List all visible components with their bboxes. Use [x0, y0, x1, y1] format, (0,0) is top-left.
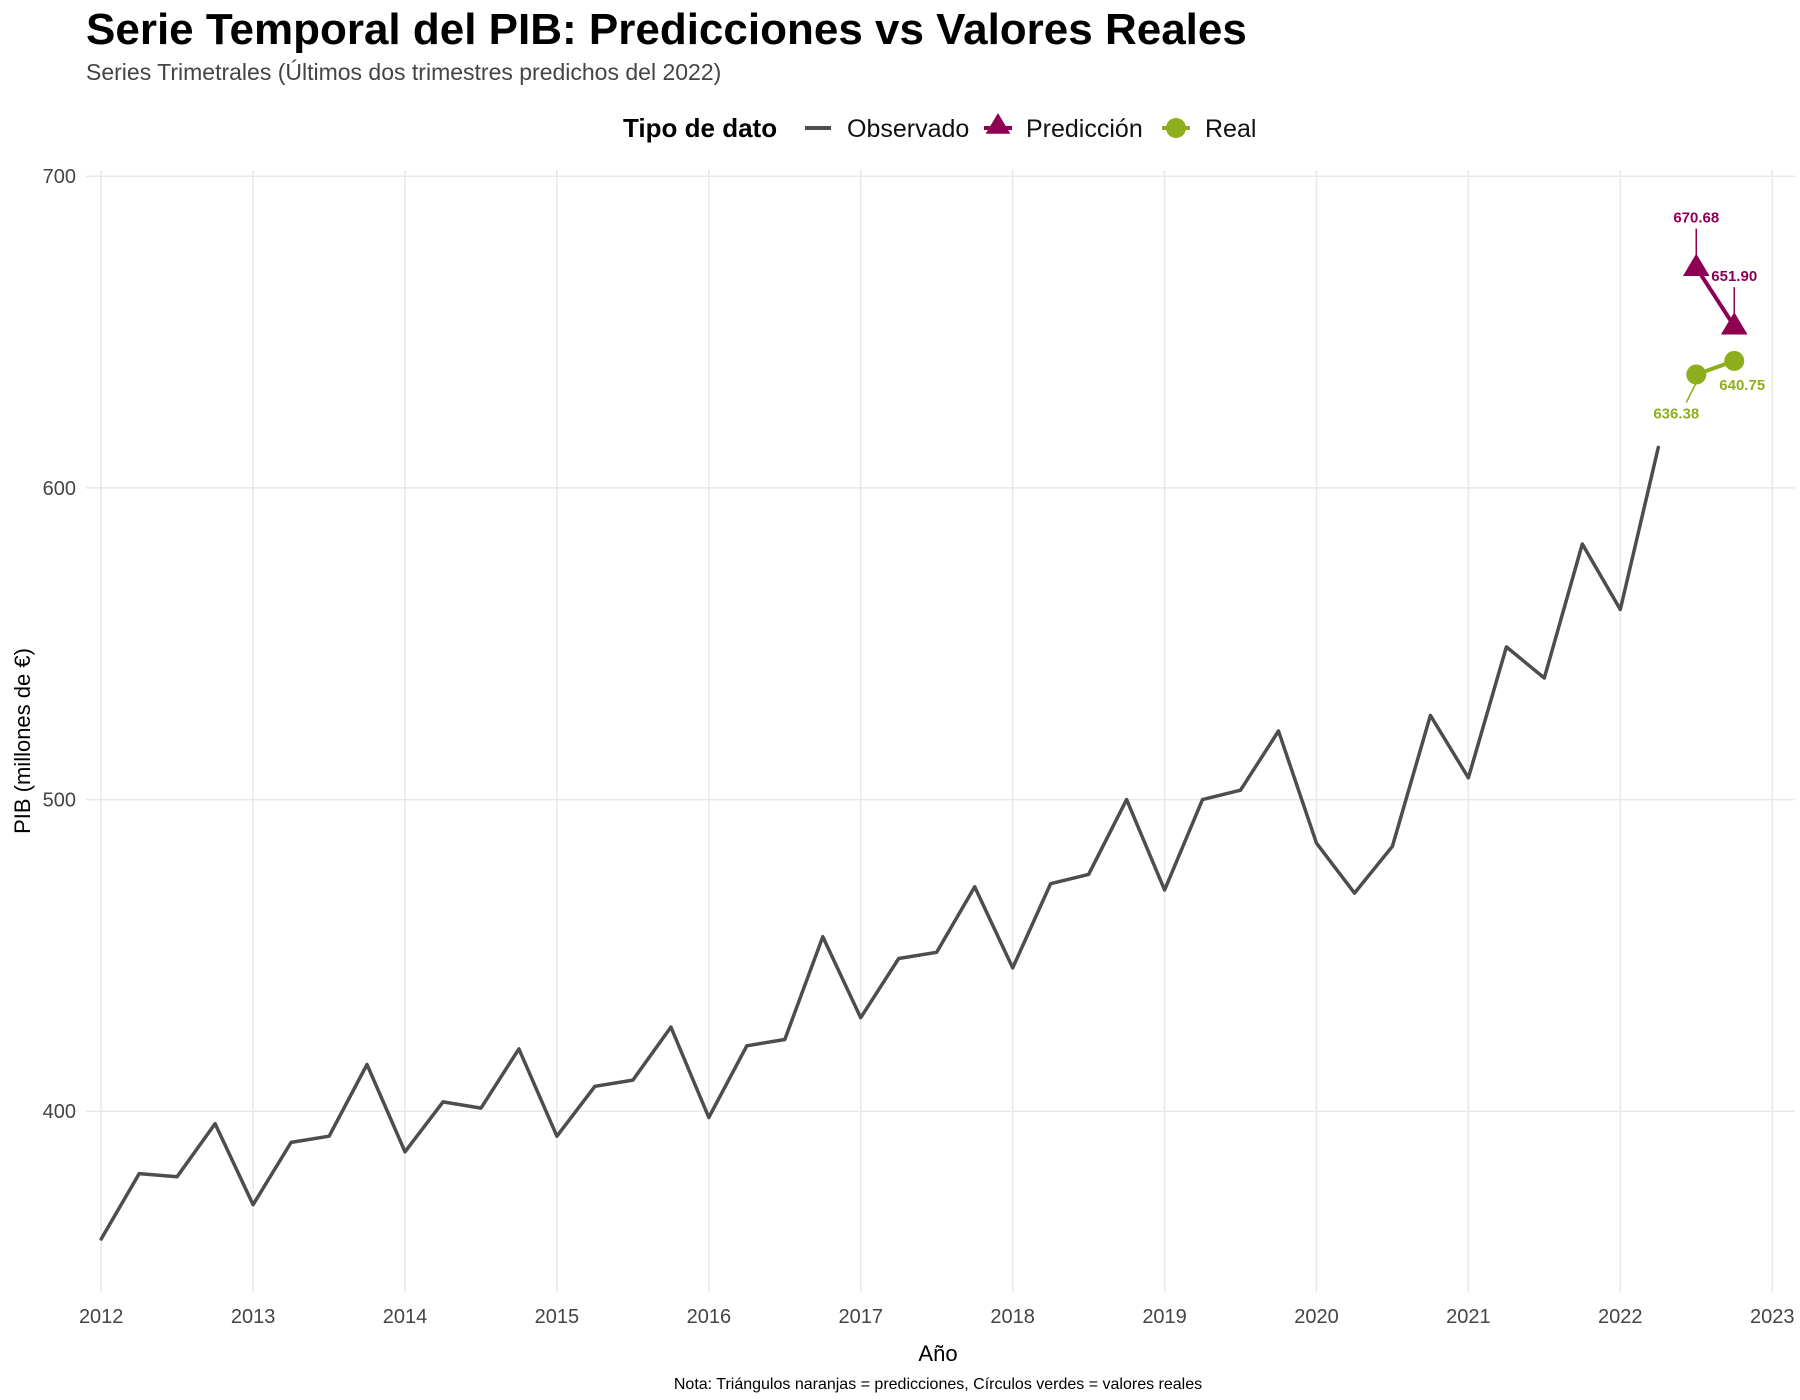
- x-tick-label: 2021: [1446, 1306, 1491, 1328]
- axis-ticks: 2012 2013 2014 2015 2016 2017 2018 2019 2020 2021…: [43, 166, 1795, 1328]
- y-axis-label: PIB (millones de €): [10, 648, 35, 834]
- y-tick-label: 700: [43, 166, 76, 188]
- data-labels: 670.68 651.90 636.38 640.75: [1653, 210, 1765, 423]
- legend-key-triangle: [985, 113, 1011, 134]
- legend: Tipo de dato Observado Predicción Real: [623, 113, 1256, 143]
- series-line-observado: [99, 445, 1661, 1241]
- data-label-real: 636.38: [1653, 406, 1699, 423]
- prediction-point: [1682, 253, 1710, 277]
- x-tick-label: 2022: [1598, 1306, 1643, 1328]
- x-tick-label: 2017: [838, 1306, 883, 1328]
- x-tick-label: 2015: [535, 1306, 580, 1328]
- chart-title: Serie Temporal del PIB: Predicciones vs …: [86, 5, 1247, 54]
- chart-caption: Nota: Triángulos naranjas = predicciones…: [674, 1376, 1202, 1393]
- x-tick-label: 2018: [990, 1306, 1035, 1328]
- data-label-predicción: 670.68: [1673, 210, 1719, 227]
- x-tick-label: 2016: [687, 1306, 732, 1328]
- series-line-predicción: [1694, 265, 1737, 329]
- x-axis-label: Año: [918, 1341, 957, 1366]
- x-tick-label: 2019: [1142, 1306, 1187, 1328]
- label-leader: [1685, 382, 1697, 403]
- grid: [86, 170, 1795, 1292]
- x-tick-label: 2014: [383, 1306, 428, 1328]
- x-tick-label: 2020: [1294, 1306, 1339, 1328]
- real-point: [1724, 350, 1745, 371]
- data-label-predicción: 651.90: [1711, 268, 1757, 285]
- series: [99, 253, 1748, 1241]
- data-label-real: 640.75: [1719, 377, 1765, 394]
- prediction-point: [1720, 312, 1748, 335]
- legend-title: Tipo de dato: [623, 113, 777, 143]
- chart-subtitle: Series Trimetrales (Últimos dos trimestr…: [86, 59, 721, 85]
- legend-label: Predicción: [1026, 115, 1143, 143]
- y-tick-label: 500: [43, 790, 76, 812]
- legend-label: Observado: [847, 115, 969, 143]
- x-tick-label: 2013: [231, 1306, 276, 1328]
- x-tick-label: 2023: [1750, 1306, 1795, 1328]
- legend-label: Real: [1205, 115, 1256, 143]
- legend-key-circle: [1166, 118, 1186, 138]
- real-point: [1686, 364, 1707, 385]
- y-tick-label: 600: [43, 478, 76, 500]
- y-tick-label: 400: [43, 1101, 76, 1123]
- x-tick-label: 2012: [79, 1306, 124, 1328]
